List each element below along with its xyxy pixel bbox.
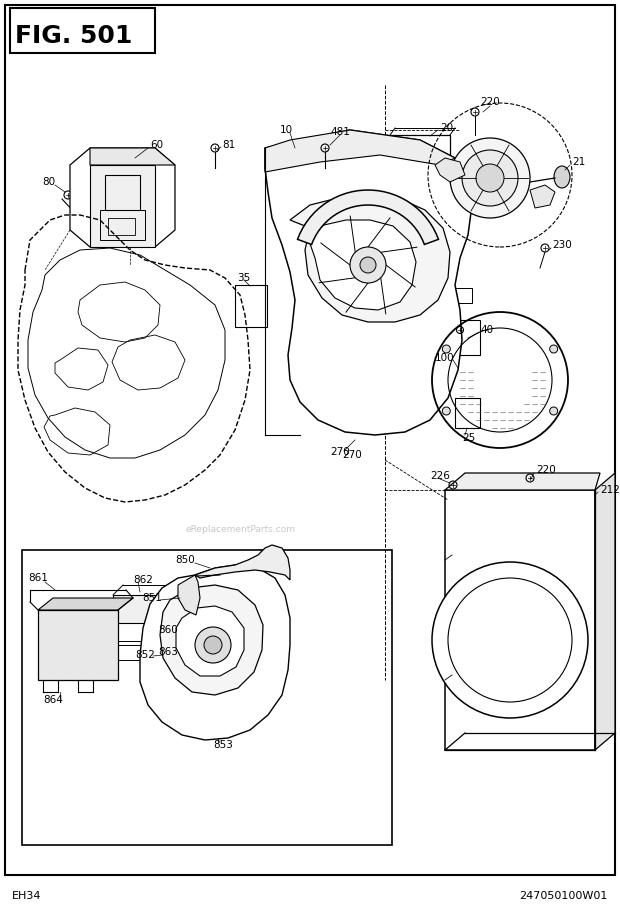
Bar [22,550,392,845]
Polygon shape [38,610,118,680]
Text: 481: 481 [330,127,350,137]
Text: 60: 60 [150,140,163,150]
Text: 100: 100 [435,353,454,363]
Text: 35: 35 [237,273,250,283]
Bar [390,135,450,173]
Bar [452,288,472,303]
Polygon shape [178,575,200,615]
Circle shape [550,407,558,415]
Polygon shape [445,473,600,490]
Bar [116,645,151,660]
Text: 270: 270 [330,447,350,457]
Polygon shape [38,598,133,610]
Bar [48,640,80,672]
Circle shape [442,345,450,353]
Text: 81: 81 [222,140,235,150]
Text: 247050100W01: 247050100W01 [520,891,608,901]
Bar [113,595,158,623]
Circle shape [432,562,588,718]
Text: 861: 861 [28,573,48,583]
Text: 220: 220 [480,97,500,107]
Text: 21: 21 [572,157,585,167]
Polygon shape [435,158,465,182]
Bar [452,320,480,355]
Text: 852: 852 [135,650,155,660]
Text: 25: 25 [462,433,476,443]
Circle shape [195,627,231,663]
Text: 230: 230 [552,240,572,250]
Text: FIG. 501: FIG. 501 [15,24,133,48]
Text: 864: 864 [43,695,63,705]
Text: 226: 226 [430,471,450,481]
Bar [455,398,480,428]
Ellipse shape [554,166,570,188]
Text: 860: 860 [158,625,178,635]
Polygon shape [530,185,555,208]
Text: EH34: EH34 [12,891,42,901]
Polygon shape [265,130,472,435]
Circle shape [350,247,386,283]
Text: 863: 863 [158,647,178,657]
Circle shape [360,257,376,273]
Polygon shape [308,220,416,310]
Circle shape [476,164,504,192]
Polygon shape [160,585,263,695]
Circle shape [442,407,450,415]
Polygon shape [195,545,290,580]
Text: 80: 80 [42,177,55,187]
Circle shape [450,138,530,218]
Polygon shape [90,165,155,247]
Polygon shape [176,606,244,676]
Text: 850: 850 [175,555,195,565]
Text: eReplacementParts.com: eReplacementParts.com [185,526,295,534]
Text: 20: 20 [440,123,453,133]
Polygon shape [140,565,290,740]
Text: 270: 270 [342,450,361,460]
Bar [445,490,595,750]
Text: 862: 862 [133,575,153,585]
Circle shape [462,150,518,206]
Polygon shape [595,473,615,750]
Polygon shape [290,196,450,322]
Text: 40: 40 [480,325,493,335]
Text: 853: 853 [213,740,233,750]
Bar [116,623,154,641]
Polygon shape [90,148,175,165]
Bar [10,8,155,53]
Text: 851: 851 [142,593,162,603]
Polygon shape [298,190,438,245]
Circle shape [204,636,222,654]
Bar [235,285,267,327]
Text: 10: 10 [280,125,293,135]
Circle shape [550,345,558,353]
Text: 220: 220 [536,465,556,475]
Bar [52,644,76,668]
Polygon shape [70,148,175,247]
Polygon shape [265,130,455,172]
Text: 212: 212 [600,485,620,495]
